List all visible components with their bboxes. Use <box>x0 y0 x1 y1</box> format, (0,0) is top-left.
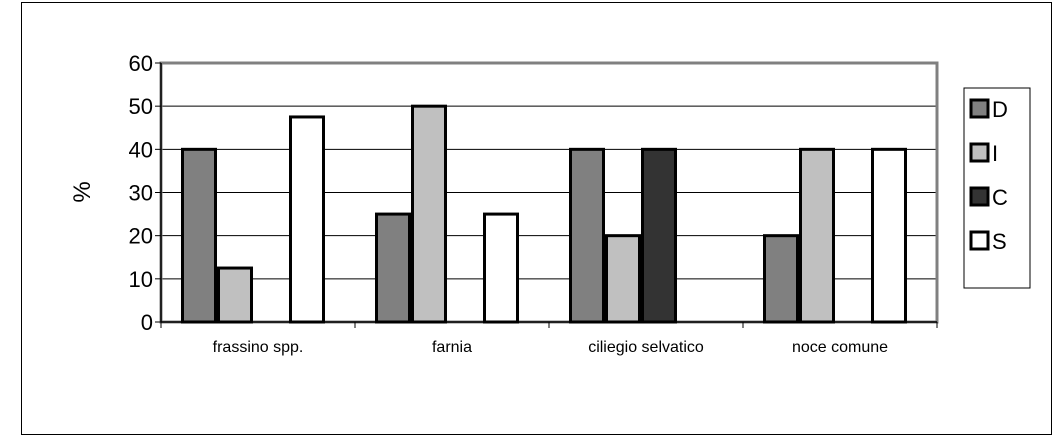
y-axis-label: % <box>69 181 96 202</box>
y-tick-label: 30 <box>129 181 153 206</box>
legend-label-i: I <box>992 141 998 166</box>
legend-label-d: D <box>992 97 1008 122</box>
legend-swatch-i <box>969 142 990 163</box>
legend-swatch-d <box>969 98 990 119</box>
y-tick-label: 50 <box>129 94 153 119</box>
x-category-labels: frassino spp. farnia ciliegio selvatico noc… <box>213 339 888 356</box>
x-category-label: frassino spp. <box>213 339 304 356</box>
y-tick-label: 40 <box>129 137 153 162</box>
y-tick-label: 10 <box>129 267 153 292</box>
legend-swatch-s <box>969 230 990 251</box>
y-tick-label: 60 <box>129 51 153 76</box>
bar-d-2 <box>375 212 411 324</box>
y-tick-label: 20 <box>129 224 153 249</box>
bar-s-4 <box>871 147 907 324</box>
y-tick-label: 0 <box>141 310 153 335</box>
bar-d-1 <box>181 147 217 324</box>
bar-i-4 <box>799 147 835 324</box>
bar-i-1 <box>217 266 253 324</box>
bar-d-3 <box>569 147 605 324</box>
legend-label-c: C <box>992 185 1008 210</box>
bars <box>181 104 907 324</box>
y-tick-labels: 0 10 20 30 40 50 60 <box>129 51 153 335</box>
axes <box>155 62 938 328</box>
bar-s-2 <box>483 212 519 324</box>
bar-c-3 <box>641 147 677 324</box>
bar-d-4 <box>763 234 799 324</box>
x-category-label: ciliegio selvatico <box>588 339 704 356</box>
bar-i-3 <box>605 234 641 324</box>
legend-swatch-c <box>969 186 990 207</box>
bar-s-1 <box>289 115 325 324</box>
bar-i-2 <box>411 104 447 324</box>
x-category-label: farnia <box>432 339 472 356</box>
legend-label-s: S <box>992 229 1007 254</box>
x-category-label: noce comune <box>792 339 888 356</box>
